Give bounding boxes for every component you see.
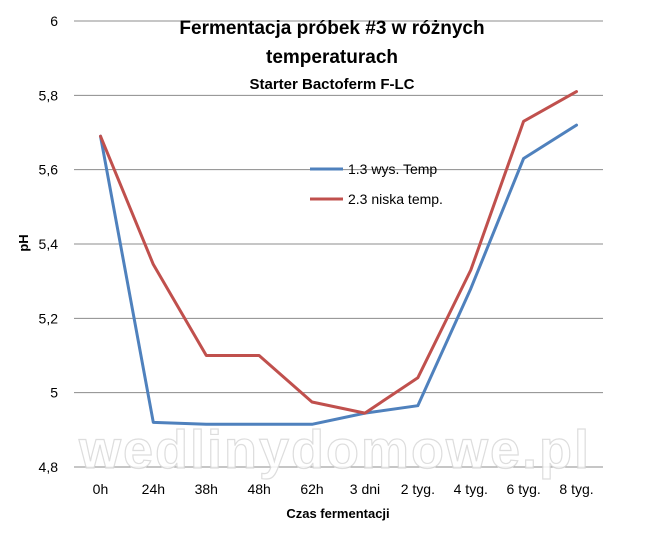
y-tick-label: 5	[50, 385, 58, 401]
y-tick-label: 5,6	[39, 162, 59, 178]
x-tick-label: 6 tyg.	[507, 481, 541, 497]
series-line-2	[99, 90, 578, 415]
watermark-text: wedlinydomowe.pl	[78, 420, 591, 480]
x-tick-label: 8 tyg.	[559, 481, 593, 497]
x-tick-label: 0h	[93, 481, 109, 497]
x-tick-label: 3 dni	[350, 481, 380, 497]
y-axis-title: pH	[16, 234, 31, 251]
x-tick-label: 24h	[142, 481, 165, 497]
series-lines	[99, 90, 578, 426]
series-line-1	[99, 123, 578, 426]
x-tick-label: 38h	[195, 481, 218, 497]
y-tick-labels: 4,8 5 5,2 5,4 5,6 5,8 6	[39, 13, 59, 475]
x-tick-label: 2 tyg.	[401, 481, 435, 497]
legend: 1.3 wys. Temp 2.3 niska temp.	[310, 161, 443, 207]
x-tick-label: 62h	[300, 481, 323, 497]
y-tick-label: 5,2	[39, 310, 59, 326]
chart-title-line-1: Fermentacja próbek #3 w różnych	[179, 18, 484, 39]
x-tick-label: 48h	[247, 481, 270, 497]
x-tick-labels: 0h 24h 38h 48h 62h 3 dni 2 tyg. 4 tyg. 6 tyg. 8 t…	[93, 481, 594, 497]
x-tick-label: 4 tyg.	[454, 481, 488, 497]
chart-subtitle: Starter Bactoferm F-LC	[249, 76, 414, 93]
y-tick-label: 6	[50, 13, 58, 29]
legend-label: 1.3 wys. Temp	[348, 161, 437, 177]
y-tick-label: 5,4	[39, 236, 59, 252]
y-tick-label: 5,8	[39, 87, 59, 103]
legend-label: 2.3 niska temp.	[348, 191, 443, 207]
y-tick-label: 4,8	[39, 459, 59, 475]
x-axis-title: Czas fermentacji	[286, 506, 389, 521]
chart-title-line-2: temperaturach	[266, 47, 398, 68]
